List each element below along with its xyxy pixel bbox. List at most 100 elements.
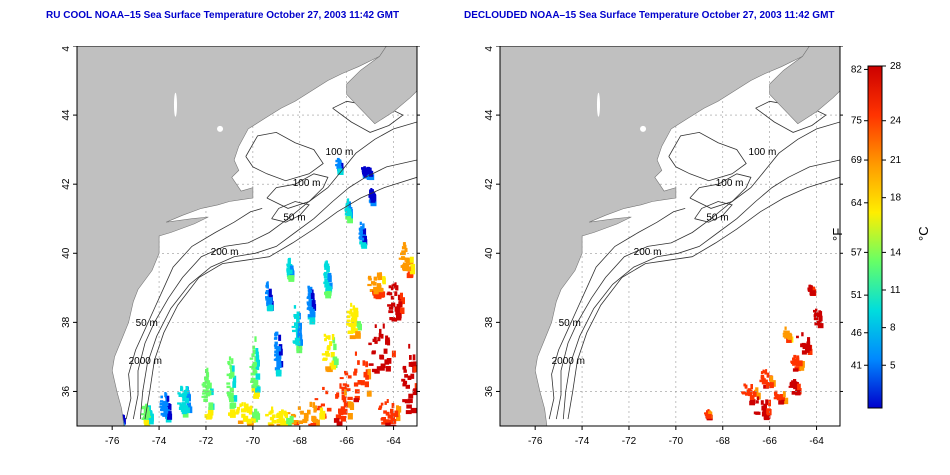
- sst-pixel: [385, 411, 390, 416]
- celsius-tick-label: 18: [890, 193, 902, 204]
- bathymetry-contour: [271, 201, 310, 223]
- sst-pixel: [183, 405, 189, 411]
- sst-pixel: [323, 275, 328, 279]
- sst-pixel: [298, 312, 301, 320]
- sst-pixel: [185, 397, 189, 404]
- sst-pixel: [255, 386, 261, 393]
- sst-pixel: [374, 340, 378, 344]
- sst-pixel: [293, 305, 297, 309]
- sst-pixel: [350, 312, 354, 317]
- sst-pixel: [807, 337, 811, 343]
- sst-pixel: [407, 375, 412, 380]
- sst-pixel: [294, 322, 298, 327]
- sst-pixel: [750, 399, 756, 405]
- sst-pixel: [801, 342, 806, 348]
- sst-pixel: [775, 395, 779, 398]
- sst-pixel: [760, 374, 765, 378]
- sst-pixel: [347, 413, 353, 420]
- sst-pixel: [161, 407, 166, 411]
- sst-pixel: [178, 407, 184, 410]
- sst-pixel: [809, 285, 813, 291]
- sst-pixel: [255, 373, 261, 380]
- sst-pixel: [819, 311, 823, 317]
- sst-pixel: [339, 377, 344, 380]
- sst-pixel: [793, 354, 797, 359]
- sst-pixel: [818, 315, 823, 322]
- sst-pixel: [365, 361, 368, 368]
- sst-pixel: [357, 380, 362, 385]
- sst-pixel: [380, 333, 384, 339]
- sst-pixel: [362, 228, 367, 235]
- sst-pixel: [255, 351, 259, 359]
- sst-pixel: [344, 370, 348, 374]
- sst-pixel: [324, 281, 330, 286]
- sst-pixel: [166, 403, 171, 410]
- sst-pixel: [762, 407, 767, 413]
- latitude-tick-label: 42: [61, 178, 72, 190]
- sst-pixel: [346, 319, 351, 323]
- sst-pixel: [377, 274, 381, 281]
- sst-pixel: [407, 398, 413, 404]
- sst-pixel: [325, 366, 331, 370]
- sst-pixel: [778, 399, 785, 405]
- sst-pixel: [294, 337, 300, 342]
- sst-pixel: [141, 406, 144, 410]
- sst-pixel: [159, 402, 164, 406]
- sst-pixel: [394, 282, 397, 288]
- latitude-tick-label: 42: [484, 178, 495, 190]
- sst-pixel: [396, 405, 399, 412]
- sst-pixel: [331, 334, 335, 340]
- sst-pixel: [325, 335, 329, 340]
- sst-pixel: [769, 375, 774, 382]
- sst-pixel: [783, 397, 789, 405]
- sst-pixel: [231, 402, 237, 409]
- sst-pixel: [307, 285, 310, 289]
- sst-pixel: [208, 402, 214, 409]
- sst-pixel: [252, 345, 256, 350]
- sst-pixel: [278, 411, 282, 416]
- sst-pixel: [378, 332, 382, 338]
- sst-pixel: [347, 208, 352, 214]
- sst-pixel: [240, 408, 245, 413]
- sst-pixel: [350, 323, 355, 328]
- sst-pixel: [402, 383, 407, 387]
- sst-pixel: [362, 235, 367, 243]
- sst-pixel: [784, 326, 787, 330]
- sst-pixel: [361, 167, 364, 170]
- bathymetry-contour: [567, 176, 840, 420]
- sst-pixel: [793, 360, 798, 365]
- sst-pixel: [237, 406, 240, 411]
- sst-pixel: [773, 391, 777, 395]
- sst-pixel: [404, 374, 408, 378]
- sst-pixel: [229, 398, 234, 403]
- sst-pixel: [766, 372, 770, 378]
- sst-pixel: [177, 402, 182, 405]
- left-sst-map: 100 m 100 m 50 m 200 m 50 m 2000 m -76 -74 -72 -7…: [61, 46, 420, 447]
- sst-pixel: [274, 333, 278, 337]
- sst-pixel: [765, 399, 769, 406]
- sst-pixel: [406, 404, 412, 409]
- sst-pixel: [741, 391, 746, 394]
- sst-pixel: [204, 376, 207, 380]
- longitude-tick-label: -66: [762, 436, 777, 447]
- sst-pixel: [206, 376, 209, 382]
- sst-pixel: [335, 159, 339, 163]
- sst-pixel: [310, 422, 317, 426]
- sst-pixel: [143, 416, 149, 421]
- sst-pixel: [278, 334, 282, 341]
- sst-pixel: [181, 402, 187, 407]
- sst-pixel: [384, 419, 390, 423]
- sst-pixel: [347, 211, 352, 217]
- sst-pixel: [338, 159, 342, 166]
- sst-pixel: [786, 338, 792, 343]
- sst-pixel: [252, 369, 257, 374]
- bathymetry-contour: [144, 176, 417, 420]
- bathymetry-contour: [139, 159, 417, 420]
- sst-pixel: [178, 394, 182, 397]
- sst-pixel: [394, 291, 398, 296]
- sst-pixel: [335, 164, 340, 167]
- sst-pixel: [324, 278, 329, 282]
- bathymetry-contour: [125, 208, 263, 420]
- sst-pixel: [368, 194, 373, 197]
- sst-pixel: [144, 422, 151, 426]
